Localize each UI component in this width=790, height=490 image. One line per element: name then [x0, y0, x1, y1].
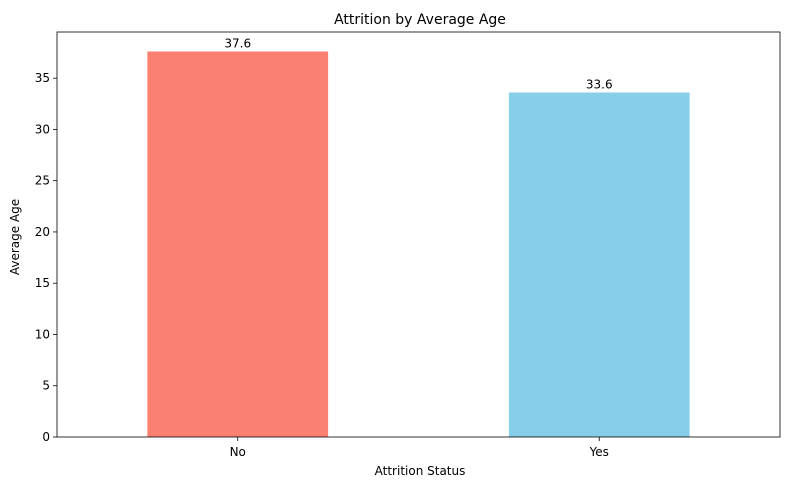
y-tick-label: 15: [35, 276, 50, 290]
y-tick-label: 35: [35, 71, 50, 85]
x-tick-label-no: No: [230, 445, 246, 459]
data-label-yes: 33.6: [586, 77, 613, 91]
bar-yes: [508, 92, 690, 438]
x-axis-label: Attrition Status: [375, 464, 466, 478]
y-tick-label: 5: [42, 379, 50, 393]
y-tick-label: 10: [35, 327, 50, 341]
bar-no: [147, 51, 329, 437]
y-tick-label: 0: [42, 430, 50, 444]
y-tick-label: 20: [35, 225, 50, 239]
chart-title: Attrition by Average Age: [334, 12, 506, 28]
plot-frame: [56, 31, 781, 438]
x-tick-label-yes: Yes: [589, 445, 609, 459]
data-label-no: 37.6: [224, 36, 251, 50]
y-axis-label: Average Age: [8, 199, 22, 275]
plot-area: 37.6 No 33.6 Yes 0 5 10 15 20 25 30 35: [35, 31, 781, 459]
y-tick-label: 30: [35, 122, 50, 136]
y-tick-label: 25: [35, 174, 50, 188]
